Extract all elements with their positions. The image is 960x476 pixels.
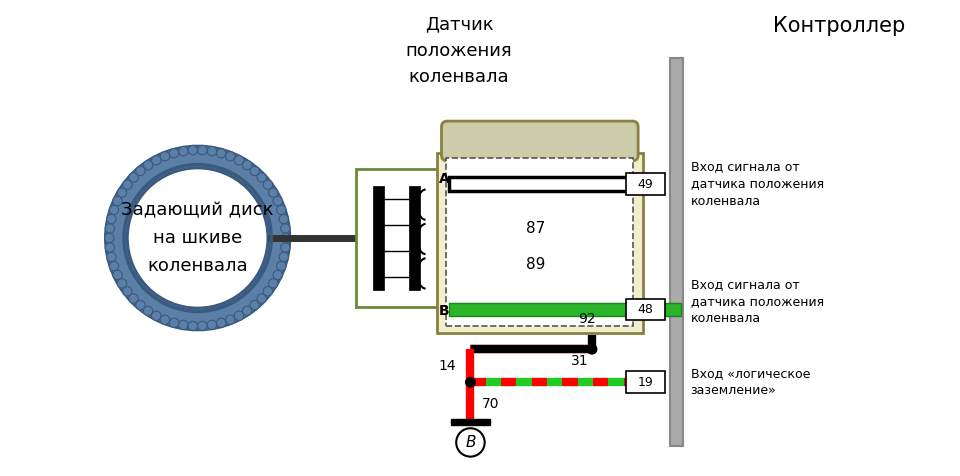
Text: A: A (439, 172, 449, 186)
Circle shape (143, 306, 153, 316)
Text: Контроллер: Контроллер (773, 16, 905, 36)
Circle shape (269, 278, 278, 288)
Circle shape (588, 345, 597, 354)
FancyBboxPatch shape (372, 186, 384, 290)
FancyBboxPatch shape (626, 298, 665, 320)
FancyBboxPatch shape (626, 173, 665, 195)
Circle shape (263, 287, 273, 296)
Text: Вход сигнала от
датчика положения
коленвала: Вход сигнала от датчика положения коленв… (690, 278, 824, 326)
Circle shape (207, 320, 217, 329)
Text: Задающий диск
на шкиве
коленвала: Задающий диск на шкиве коленвала (121, 201, 274, 275)
Circle shape (129, 294, 138, 303)
Circle shape (179, 147, 188, 156)
Text: 14: 14 (439, 359, 456, 373)
Circle shape (243, 160, 252, 170)
FancyBboxPatch shape (446, 158, 634, 326)
FancyBboxPatch shape (409, 186, 420, 290)
Circle shape (456, 428, 485, 456)
Circle shape (226, 151, 235, 161)
Circle shape (226, 315, 235, 325)
Circle shape (106, 224, 114, 233)
FancyBboxPatch shape (669, 58, 683, 446)
Circle shape (109, 205, 119, 215)
Circle shape (143, 160, 153, 170)
Circle shape (234, 311, 244, 320)
Circle shape (160, 315, 170, 325)
Circle shape (279, 252, 289, 262)
Circle shape (234, 156, 244, 165)
FancyBboxPatch shape (449, 303, 681, 316)
FancyBboxPatch shape (626, 371, 665, 393)
Circle shape (152, 311, 161, 320)
Text: 49: 49 (637, 178, 654, 190)
Circle shape (129, 173, 138, 182)
Circle shape (198, 321, 207, 330)
FancyBboxPatch shape (437, 153, 643, 333)
Text: B: B (439, 304, 449, 318)
Circle shape (169, 149, 179, 158)
Circle shape (273, 197, 282, 206)
FancyBboxPatch shape (451, 419, 490, 425)
FancyBboxPatch shape (449, 178, 641, 191)
Text: 70: 70 (482, 397, 499, 411)
FancyBboxPatch shape (442, 121, 638, 161)
Text: 19: 19 (637, 376, 654, 389)
Circle shape (113, 197, 122, 206)
Circle shape (217, 149, 226, 158)
Circle shape (276, 261, 286, 271)
Circle shape (250, 166, 259, 176)
Circle shape (269, 188, 278, 198)
Circle shape (109, 261, 119, 271)
Circle shape (107, 214, 116, 224)
Circle shape (123, 287, 132, 296)
Circle shape (113, 270, 122, 279)
Circle shape (207, 147, 217, 156)
Text: 31: 31 (571, 354, 588, 368)
Circle shape (263, 180, 273, 189)
FancyBboxPatch shape (355, 169, 446, 307)
Text: Вход «логическое
заземление»: Вход «логическое заземление» (690, 367, 810, 397)
Circle shape (466, 377, 475, 387)
Circle shape (123, 180, 132, 189)
Circle shape (188, 146, 198, 155)
Circle shape (280, 224, 290, 233)
Circle shape (276, 205, 286, 215)
Circle shape (128, 168, 268, 308)
Circle shape (105, 146, 290, 330)
Text: 92: 92 (578, 312, 596, 326)
Circle shape (105, 233, 114, 243)
Text: 48: 48 (637, 303, 654, 316)
Circle shape (281, 233, 291, 243)
Circle shape (257, 294, 267, 303)
Circle shape (217, 318, 226, 327)
Circle shape (135, 166, 145, 176)
Text: Вход сигнала от
датчика положения
коленвала: Вход сигнала от датчика положения коленв… (690, 160, 824, 208)
Circle shape (280, 243, 290, 252)
Circle shape (152, 156, 161, 165)
Circle shape (169, 318, 179, 327)
Text: B: B (466, 435, 475, 450)
Circle shape (107, 252, 116, 262)
Circle shape (117, 278, 127, 288)
Circle shape (250, 300, 259, 310)
Circle shape (279, 214, 289, 224)
Text: 89: 89 (526, 257, 545, 271)
Circle shape (198, 146, 207, 155)
Circle shape (117, 188, 127, 198)
Circle shape (257, 173, 267, 182)
Circle shape (273, 270, 282, 279)
Text: Датчик
положения
коленвала: Датчик положения коленвала (406, 16, 513, 86)
Circle shape (179, 320, 188, 329)
Circle shape (160, 151, 170, 161)
Circle shape (135, 300, 145, 310)
Circle shape (188, 321, 198, 330)
Circle shape (106, 243, 114, 252)
Text: 87: 87 (526, 221, 545, 236)
Circle shape (243, 306, 252, 316)
